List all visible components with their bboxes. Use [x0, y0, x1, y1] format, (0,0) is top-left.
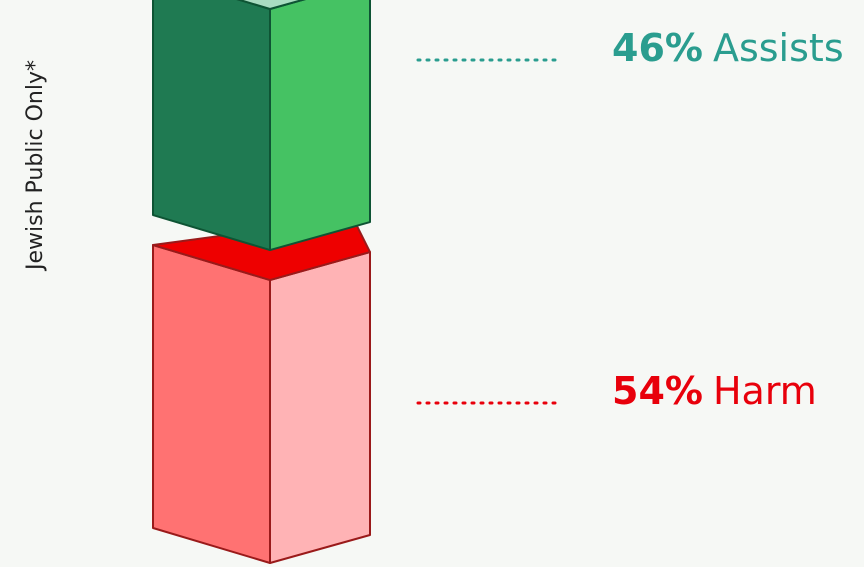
box-left-face [152, 0, 271, 252]
data-label: 46% Assists [612, 26, 844, 70]
value-label: 54% [612, 369, 703, 413]
box [152, 217, 371, 564]
box-right-face [269, 251, 371, 564]
series-name: Harm [713, 369, 817, 413]
y-axis-label: Jewish Public Only* [23, 60, 48, 272]
data-label: 54% Harm [612, 369, 817, 413]
value-label: 46% [612, 26, 703, 70]
box-right-face [269, 0, 371, 252]
box [152, 0, 371, 252]
box-left-face [152, 244, 271, 564]
stack [152, 0, 371, 564]
box-top-face [236, 0, 306, 10]
series-name: Assists [713, 26, 844, 70]
labels: 46% Assists 54% Harm [416, 26, 844, 413]
